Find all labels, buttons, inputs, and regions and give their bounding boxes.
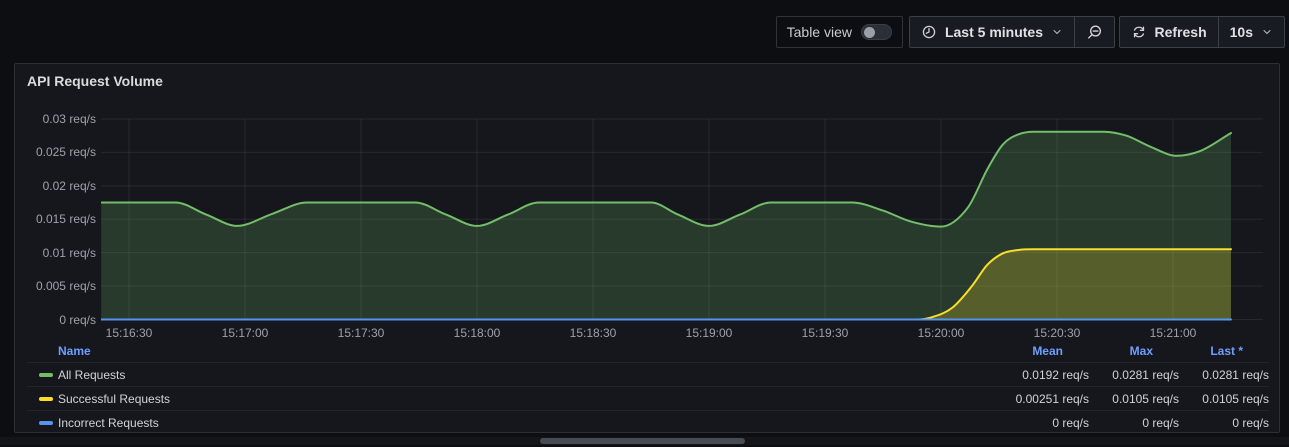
- legend-header-max[interactable]: Max: [1129, 343, 1153, 358]
- series-line-all-requests: [101, 130, 1232, 228]
- y-axis-tick-label: 0.03 req/s: [42, 112, 96, 126]
- x-axis-tick-label: 15:20:00: [917, 326, 965, 340]
- y-axis-tick-label: 0.005 req/s: [35, 279, 96, 294]
- legend-row: Incorrect Requests 0 req/s 0 req/s 0 req/s: [27, 410, 1269, 434]
- clock-icon: [921, 24, 937, 40]
- x-axis-tick-label: 15:18:00: [453, 326, 501, 340]
- legend-series: All Requests: [27, 368, 984, 382]
- y-axis-tick-label: 0.02 req/s: [42, 178, 96, 193]
- chevron-down-icon: [1261, 26, 1273, 38]
- time-range-picker-button[interactable]: Last 5 minutes: [910, 17, 1074, 47]
- legend-mean-value: 0 req/s: [1052, 415, 1089, 430]
- legend-last-value: 0.0105 req/s: [1202, 391, 1269, 406]
- legend-series: Successful Requests: [27, 392, 984, 406]
- legend-series-name[interactable]: Incorrect Requests: [58, 415, 159, 430]
- legend-header-row: Name Mean Max Last *: [27, 339, 1269, 362]
- legend-header-name[interactable]: Name: [58, 343, 91, 358]
- refresh-interval-button[interactable]: 10s: [1217, 17, 1284, 47]
- series-area-all-requests: [101, 131, 1232, 320]
- x-axis-tick-label: 15:17:00: [221, 326, 269, 340]
- y-axis-tick-label: 0.015 req/s: [35, 212, 96, 227]
- legend-mean-value: 0.0192 req/s: [1022, 367, 1089, 382]
- legend-table: Name Mean Max Last * All Requests 0.0192 …: [27, 339, 1269, 434]
- x-axis-tick-label: 15:17:30: [337, 326, 385, 340]
- legend-series-color-swatch-icon: [39, 420, 53, 425]
- legend-max-value: 0.0281 req/s: [1112, 367, 1179, 382]
- panel-title[interactable]: API Request Volume: [27, 73, 163, 89]
- legend-last-value: 0.0281 req/s: [1202, 367, 1269, 382]
- x-axis-tick-label: 15:19:00: [685, 326, 733, 340]
- legend-series: Incorrect Requests: [27, 416, 984, 430]
- horizontal-scrollbar-thumb[interactable]: [540, 438, 745, 444]
- toggle-knob-icon: [864, 26, 875, 38]
- x-axis-tick-label: 15:20:30: [1033, 326, 1081, 340]
- series-area-successful-requests: [101, 249, 1232, 320]
- x-axis-tick-label: 15:18:30: [569, 326, 617, 340]
- table-view-toggle[interactable]: [861, 24, 892, 40]
- legend-series-name[interactable]: All Requests: [58, 367, 126, 382]
- x-axis-tick-label: 15:16:30: [105, 326, 153, 340]
- y-axis-tick-label: 0 req/s: [59, 312, 96, 327]
- refresh-controls-group: Refresh 10s: [1118, 16, 1285, 48]
- chevron-down-icon: [1051, 26, 1063, 38]
- refresh-interval-label: 10s: [1229, 24, 1253, 40]
- legend-series-name[interactable]: Successful Requests: [58, 391, 171, 406]
- legend-mean-value: 0.00251 req/s: [1015, 391, 1089, 406]
- legend-last-value: 0 req/s: [1232, 415, 1269, 430]
- refresh-label: Refresh: [1154, 24, 1207, 40]
- horizontal-scrollbar-track[interactable]: [0, 437, 1289, 445]
- legend-header-mean[interactable]: Mean: [1032, 343, 1063, 358]
- table-view-label: Table view: [786, 24, 852, 40]
- legend-series-color-swatch-icon: [39, 372, 53, 377]
- time-series-chart: [101, 118, 1263, 321]
- zoom-out-time-button[interactable]: [1074, 17, 1114, 47]
- zoom-out-icon: [1086, 24, 1103, 41]
- table-view-control: Table view: [775, 16, 903, 48]
- legend-max-value: 0.0105 req/s: [1112, 391, 1179, 406]
- x-axis-tick-label: 15:19:30: [801, 326, 849, 340]
- y-axis-tick-label: 0.01 req/s: [42, 245, 96, 260]
- refresh-sync-icon: [1131, 24, 1147, 40]
- legend-row: All Requests 0.0192 req/s 0.0281 req/s 0.02…: [27, 362, 1269, 386]
- legend-header-last[interactable]: Last *: [1210, 343, 1243, 358]
- time-controls-group: Last 5 minutes: [908, 16, 1115, 48]
- legend-series-color-swatch-icon: [39, 396, 53, 401]
- x-axis-tick-label: 15:21:00: [1149, 326, 1197, 340]
- legend-max-value: 0 req/s: [1142, 415, 1179, 430]
- refresh-button[interactable]: Refresh: [1120, 17, 1218, 47]
- api-request-volume-panel: API Request Volume 0 req/s 0.005 req/s 0.0…: [14, 63, 1280, 433]
- y-axis-tick-label: 0.025 req/s: [35, 145, 96, 160]
- legend-row: Successful Requests 0.00251 req/s 0.0105 r…: [27, 386, 1269, 410]
- time-range-label: Last 5 minutes: [944, 24, 1043, 40]
